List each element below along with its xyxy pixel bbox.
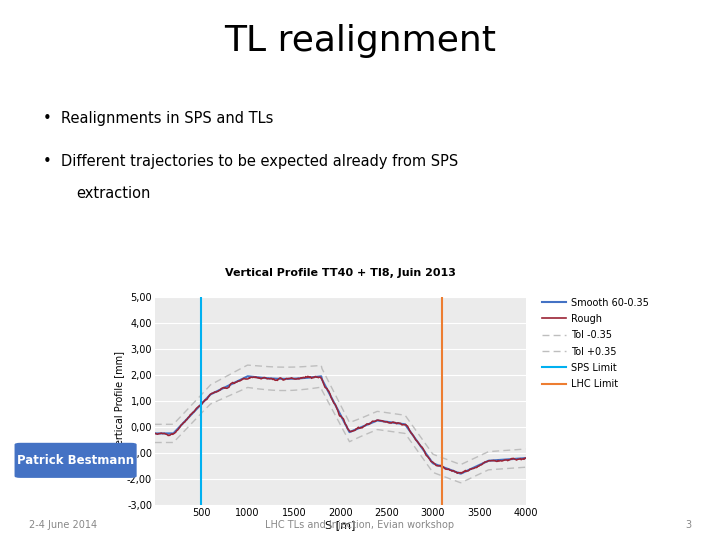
Text: 2-4 June 2014: 2-4 June 2014 <box>29 520 97 530</box>
Text: •  Realignments in SPS and TLs: • Realignments in SPS and TLs <box>43 111 274 126</box>
FancyBboxPatch shape <box>14 443 137 478</box>
Text: Vertical Profile TT40 + TI8, Juin 2013: Vertical Profile TT40 + TI8, Juin 2013 <box>225 268 456 278</box>
Y-axis label: Vertical Profile [mm]: Vertical Profile [mm] <box>114 351 124 451</box>
Text: LHC TLs and Injection, Evian workshop: LHC TLs and Injection, Evian workshop <box>266 520 454 530</box>
Text: Patrick Bestmann: Patrick Bestmann <box>17 454 134 467</box>
Text: TL realignment: TL realignment <box>224 24 496 58</box>
Legend: Smooth 60-0.35, Rough, Tol -0.35, Tol +0.35, SPS Limit, LHC Limit: Smooth 60-0.35, Rough, Tol -0.35, Tol +0… <box>541 298 649 389</box>
X-axis label: S [m]: S [m] <box>325 521 356 530</box>
Text: •  Different trajectories to be expected already from SPS: • Different trajectories to be expected … <box>43 154 459 169</box>
Text: 3: 3 <box>685 520 691 530</box>
Text: extraction: extraction <box>76 186 150 201</box>
